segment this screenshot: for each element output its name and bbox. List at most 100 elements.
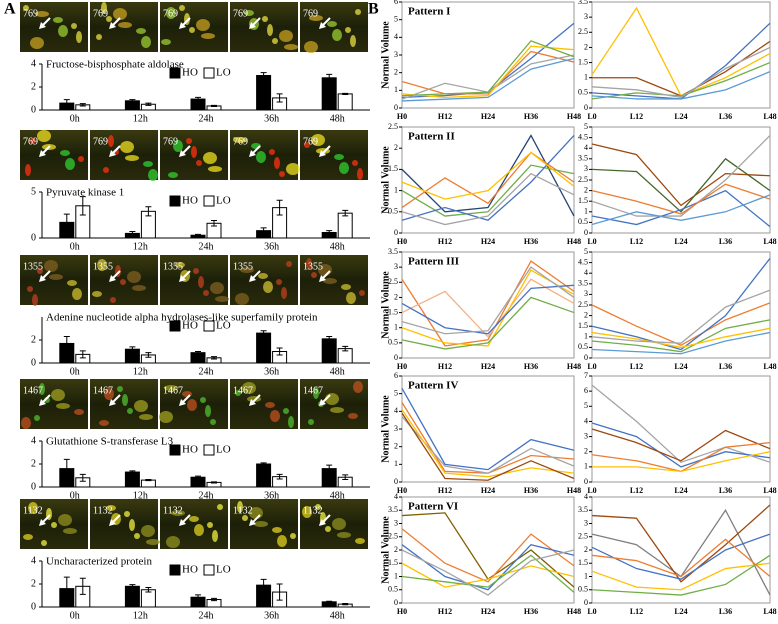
gel-spot — [67, 280, 77, 286]
gel-image: 1355 — [230, 255, 298, 305]
series-line — [401, 151, 575, 200]
error-bar — [211, 220, 217, 227]
error-bar — [260, 330, 267, 336]
legend-swatch — [169, 67, 181, 79]
y-tick-label: 3 — [584, 12, 588, 21]
gel-image: 1467 — [230, 379, 298, 429]
gel-background — [160, 255, 228, 305]
x-tick-label: L0 — [587, 112, 596, 121]
gel-spot — [277, 535, 287, 547]
x-tick-label: 12h — [133, 241, 148, 252]
gel-image: 769 — [90, 2, 158, 52]
spot-arrowhead — [319, 22, 326, 29]
y-tick-label: 6 — [584, 386, 588, 395]
y-tick-label: 0.5 — [578, 217, 588, 226]
gel-image: 769 — [300, 2, 368, 53]
gel-spot — [187, 399, 197, 411]
gel-image: 769 — [160, 130, 228, 180]
x-tick-label: H48 — [567, 237, 581, 246]
y-tick-label: 1 — [394, 459, 398, 468]
gel-spot — [256, 151, 266, 163]
spot-arrowhead — [39, 399, 46, 406]
series-line — [591, 143, 771, 207]
gel-spot — [134, 533, 140, 539]
y-tick-label: 5 — [584, 122, 588, 131]
pattern-title: Pattern IV — [408, 380, 458, 392]
gel-spot — [117, 386, 123, 392]
spot-label: 769 — [233, 136, 248, 147]
gel-spot — [175, 262, 185, 268]
spot-arrowhead — [39, 275, 46, 282]
error-bar — [260, 462, 267, 466]
gel-spot — [304, 41, 318, 53]
gel-spot — [215, 296, 229, 302]
gel-spot — [41, 540, 47, 546]
gel-spot — [49, 274, 63, 280]
y-axis-label: Normal Volume — [380, 21, 391, 89]
gel-spot — [30, 138, 36, 144]
y-tick-label: 5 — [584, 247, 588, 256]
gel-spot — [51, 522, 57, 528]
gel-spot — [96, 34, 102, 40]
spot-arrowhead — [179, 399, 186, 406]
gel-spot — [186, 138, 192, 144]
y-tick-label: 2 — [31, 334, 36, 345]
gel-spot — [143, 161, 153, 167]
error-bar — [211, 104, 217, 108]
gel-spot — [288, 416, 294, 428]
error-bar — [195, 475, 201, 479]
gel-spot — [27, 286, 33, 292]
gel-spot — [357, 168, 363, 180]
gel-image: 1355 — [300, 255, 368, 305]
x-tick-label: L0 — [587, 362, 596, 371]
spot-label: 1132 — [303, 505, 323, 516]
series-line — [401, 164, 575, 217]
legend-label: LO — [216, 67, 231, 79]
bar — [321, 338, 337, 364]
gel-spot — [325, 526, 331, 532]
spot-label: 769 — [163, 136, 178, 147]
error-bar — [63, 458, 70, 479]
gel-spot — [254, 521, 268, 527]
gel-spot — [308, 419, 314, 425]
gel-image: 1132 — [90, 499, 160, 549]
y-tick-label: 1.5 — [388, 164, 398, 173]
error-bar — [129, 470, 136, 474]
spot-label: 769 — [93, 136, 108, 147]
spot-arrowhead — [249, 150, 256, 157]
gel-spot — [265, 402, 275, 408]
error-bar — [326, 336, 333, 342]
gel-spot — [58, 514, 72, 526]
gel-spot — [272, 527, 282, 533]
spot-arrowhead — [109, 399, 116, 406]
gel-spot — [63, 528, 77, 534]
gel-spot — [106, 16, 112, 22]
error-bar — [342, 603, 349, 606]
spot-label: 769 — [163, 8, 178, 19]
error-bar — [342, 209, 349, 217]
x-tick-label: H48 — [567, 607, 581, 616]
spot-label: 1132 — [23, 505, 43, 516]
gel-image: 1355 — [20, 255, 88, 306]
y-tick-label: 0 — [31, 481, 36, 492]
y-tick-label: 5 — [31, 186, 36, 197]
gel-image: 769 — [90, 130, 158, 181]
gel-spot — [53, 17, 63, 23]
gel-image: 1132 — [160, 499, 228, 549]
y-tick-label: 0 — [584, 103, 588, 112]
series-line — [591, 428, 771, 462]
gel-spot — [279, 30, 293, 42]
y-tick-label: 0 — [394, 598, 398, 607]
gel-spot — [32, 294, 38, 306]
gel-spot — [76, 31, 82, 43]
y-tick-label: 0.5 — [388, 338, 398, 347]
gel-spot — [345, 27, 351, 33]
gel-spot — [313, 387, 319, 399]
gel-spot — [279, 171, 285, 177]
series-line — [401, 151, 575, 209]
gel-spot — [352, 160, 358, 166]
gel-spot — [39, 383, 45, 395]
legend-label: HO — [182, 320, 198, 332]
y-tick-label: 4 — [394, 406, 398, 415]
